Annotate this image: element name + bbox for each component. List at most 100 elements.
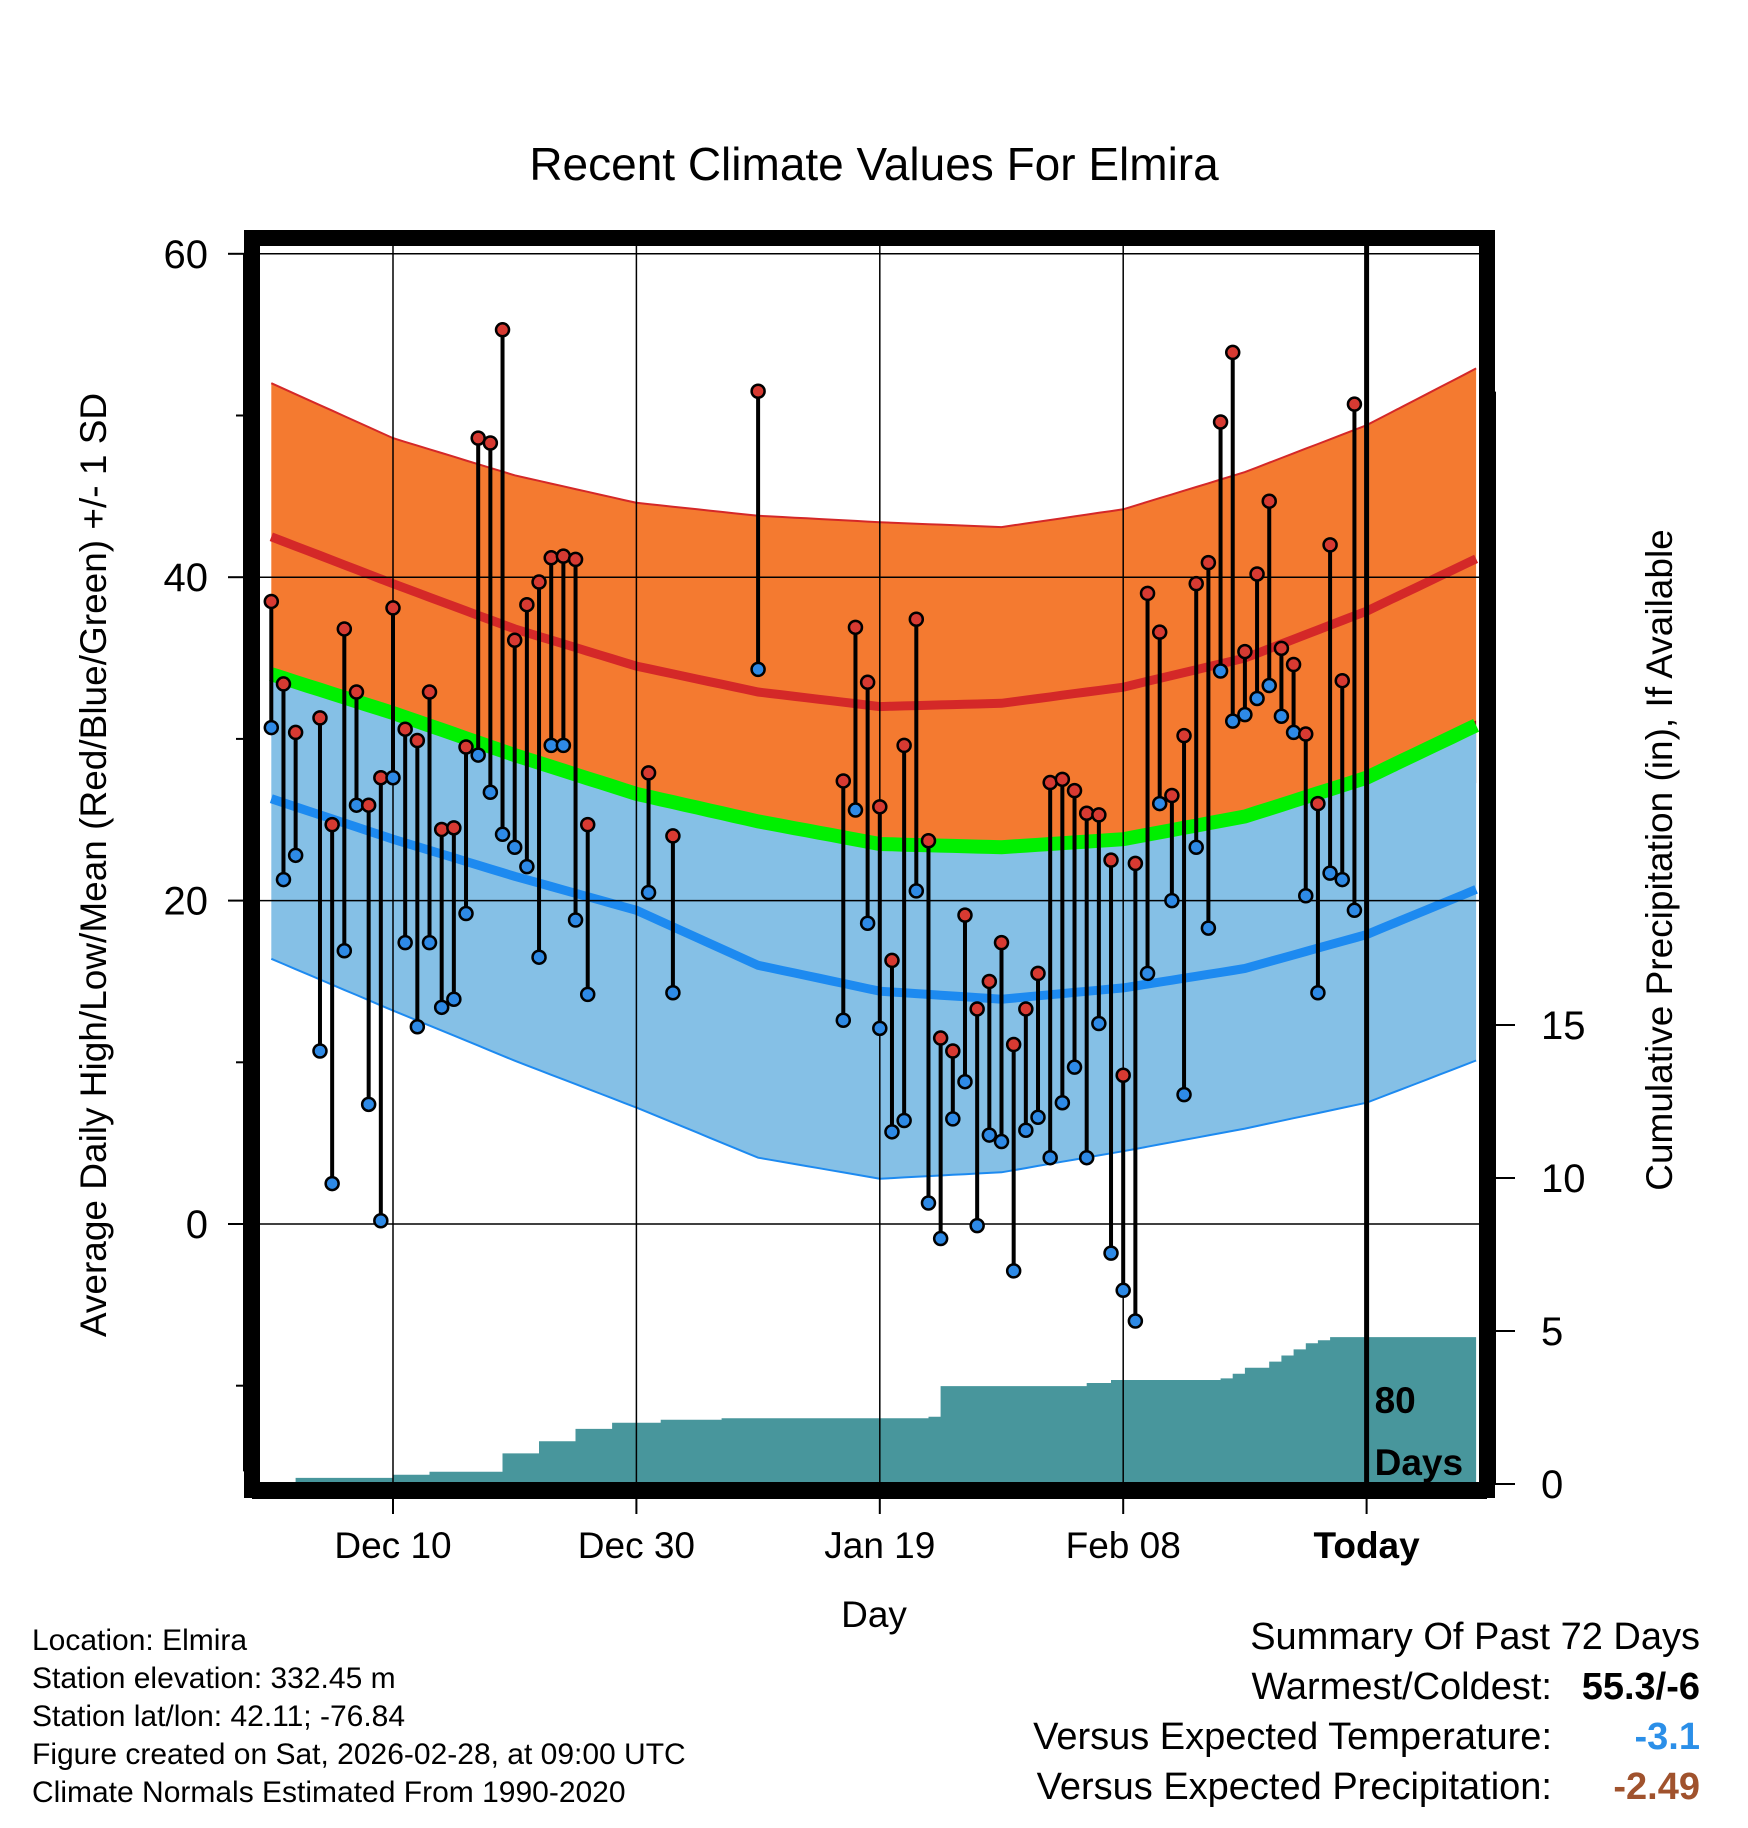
obs-low-point	[287, 847, 304, 864]
temp-anomaly-label: Versus Expected Temperature:	[1033, 1716, 1552, 1758]
obs-low-point	[1285, 724, 1302, 741]
obs-high-point	[932, 1030, 949, 1046]
obs-low-point	[908, 883, 925, 899]
obs-high-point	[433, 821, 450, 838]
normal-low-line	[269, 794, 1478, 1004]
obs-low-point	[1139, 965, 1156, 982]
obs-low-point	[993, 1133, 1010, 1150]
obs-low-point	[981, 1127, 998, 1143]
station-location: Location: Elmira	[32, 1624, 248, 1657]
obs-high-point	[531, 574, 547, 590]
obs-low-point	[1346, 902, 1363, 919]
obs-high-point	[421, 684, 438, 700]
obs-high-point	[1164, 787, 1180, 804]
x-tick-label: Jan 19	[824, 1525, 935, 1566]
obs-low-point	[433, 999, 450, 1016]
obs-high-point	[275, 676, 292, 692]
obs-low-point	[519, 858, 535, 875]
obs-low-point	[665, 985, 681, 1001]
obs-high-point	[287, 724, 304, 741]
obs-low-point	[859, 915, 876, 931]
y2-axis-label: Cumulative Precipitation (in), If Availa…	[1639, 529, 1680, 1191]
obs-low-point	[579, 986, 596, 1003]
y-tick-label: 20	[164, 880, 209, 924]
obs-low-point	[835, 1012, 852, 1029]
obs-low-point	[324, 1175, 340, 1192]
obs-high-point	[1018, 1001, 1034, 1017]
obs-high-point	[872, 799, 888, 815]
high-sd-band	[271, 368, 1477, 848]
warmest-label: Warmest/Coldest:	[1251, 1666, 1552, 1708]
obs-high-point	[579, 816, 596, 833]
obs-low-point	[1176, 1086, 1192, 1103]
obs-high-point	[957, 907, 973, 923]
obs-high-point	[945, 1043, 961, 1059]
obs-low-point	[482, 784, 499, 801]
obs-high-point	[385, 600, 401, 616]
obs-low-point	[409, 1018, 426, 1035]
obs-low-point	[531, 949, 547, 965]
obs-high-point	[409, 732, 426, 749]
obs-high-point	[482, 435, 499, 451]
normal-mean-line	[269, 667, 1480, 855]
summary-title: Summary Of Past 72 Days	[1033, 1612, 1700, 1662]
obs-high-point	[494, 322, 511, 338]
obs-high-point	[665, 828, 681, 844]
obs-high-point	[1334, 672, 1351, 689]
obs-low-point	[872, 1020, 888, 1037]
obs-low-point	[1042, 1149, 1058, 1166]
obs-high-point	[859, 674, 876, 691]
obs-high-point	[896, 737, 912, 754]
obs-high-point	[543, 550, 559, 566]
plot-frame	[244, 230, 1495, 1498]
obs-high-point	[519, 596, 535, 613]
y-axis-label: Average Daily High/Low/Mean (Red/Blue/Gr…	[73, 393, 114, 1337]
obs-low-point	[312, 1043, 328, 1059]
obs-low-point	[1005, 1263, 1022, 1279]
obs-high-point	[1224, 344, 1241, 361]
obs-high-point	[1127, 855, 1144, 872]
obs-low-point	[421, 934, 438, 951]
period-label-line: Days	[1375, 1442, 1463, 1483]
obs-high-point	[1261, 493, 1277, 509]
obs-high-point	[847, 619, 864, 636]
obs-low-point	[458, 905, 474, 922]
obs-high-point	[1066, 782, 1083, 799]
obs-high-point	[969, 1001, 985, 1017]
obs-low-point	[1151, 795, 1168, 812]
obs-high-point	[884, 952, 900, 969]
x-tick-label: Dec 10	[334, 1525, 451, 1566]
obs-high-point	[1078, 805, 1095, 822]
obs-high-point	[1298, 726, 1314, 742]
obs-low-point	[945, 1111, 961, 1127]
obs-low-point	[1237, 706, 1253, 723]
summary-precip-row: Versus Expected Precipitation: -2.49	[1033, 1762, 1700, 1812]
obs-low-point	[847, 802, 864, 818]
y-tick-label: 60	[164, 233, 209, 277]
obs-high-point	[263, 593, 280, 610]
normal-bands	[269, 367, 1480, 1180]
obs-low-point	[884, 1124, 900, 1140]
obs-low-point	[1310, 985, 1326, 1001]
warmest-value: 55.3/-6	[1581, 1666, 1700, 1708]
obs-low-point	[1188, 839, 1204, 855]
obs-high-point	[1176, 727, 1192, 744]
obs-low-point	[1249, 690, 1265, 707]
y-tick-label: 40	[164, 556, 209, 600]
climate-normals-period: Climate Normals Estimated From 1990-2020	[32, 1776, 626, 1809]
obs-low-point	[1200, 920, 1217, 936]
obs-low-point	[1322, 865, 1338, 881]
obs-low-point	[494, 826, 511, 843]
obs-high-point	[1188, 575, 1204, 592]
obs-high-point	[348, 684, 365, 700]
obs-high-point	[1115, 1067, 1131, 1083]
x-axis-label: Day	[841, 1594, 907, 1635]
obs-low-point	[1164, 892, 1180, 909]
obs-high-point	[1237, 643, 1253, 660]
obs-high-point	[981, 973, 998, 990]
obs-high-point	[908, 611, 925, 627]
obs-high-point	[1091, 807, 1107, 823]
obs-high-point	[1139, 585, 1156, 602]
obs-low-point	[1115, 1282, 1131, 1299]
